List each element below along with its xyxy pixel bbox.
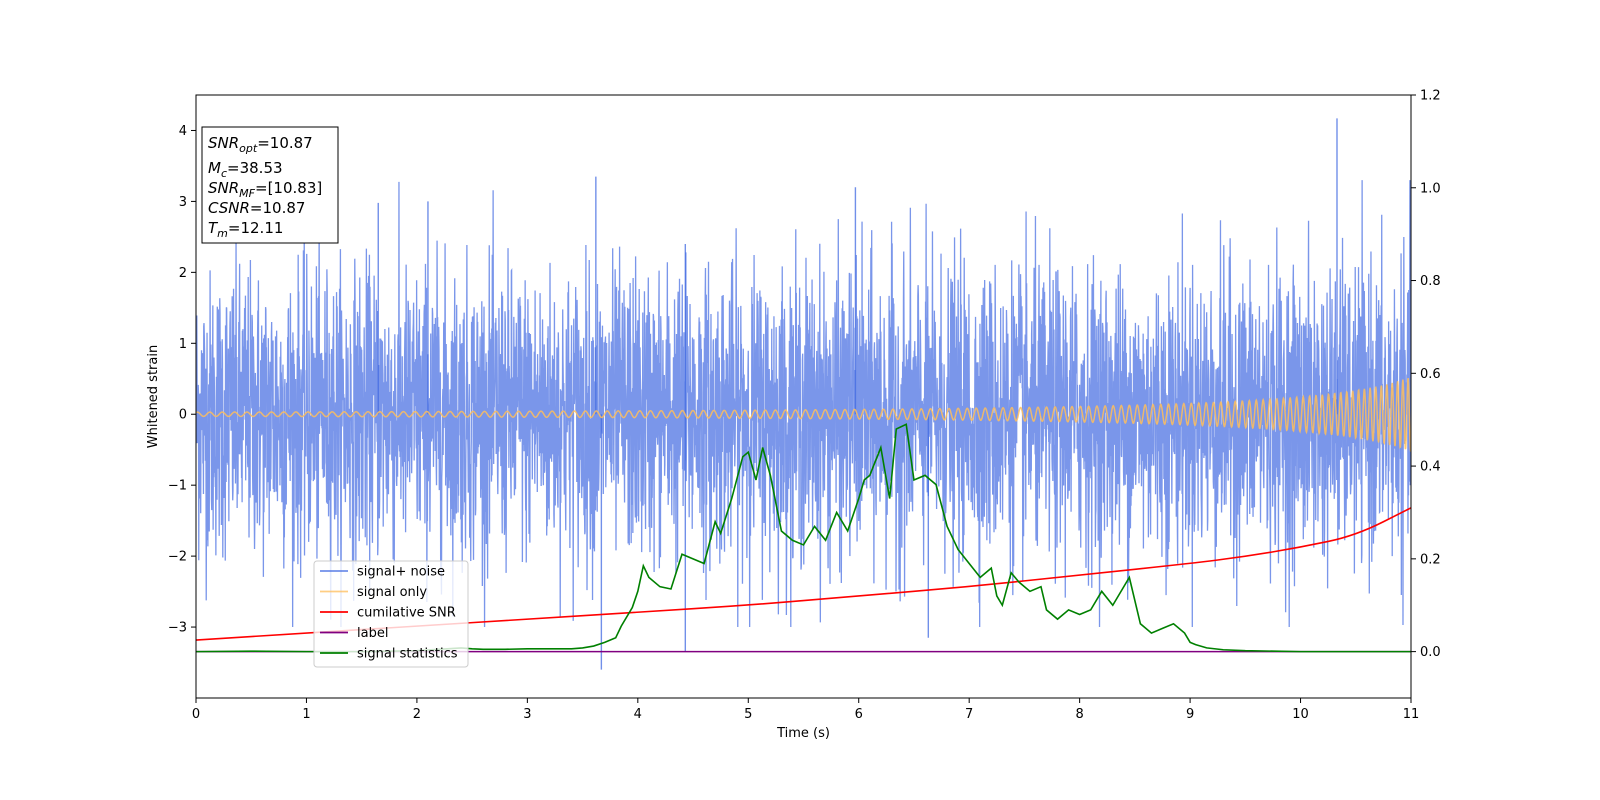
x-tick-label: 6	[855, 707, 863, 722]
y-tick-label: −3	[168, 621, 187, 636]
legend-label-label: label	[357, 626, 388, 641]
annotation-line: Tm=12.11	[208, 219, 283, 240]
legend-label-signal-statistics: signal statistics	[357, 647, 458, 662]
annotation-line: Mc=38.53	[208, 159, 283, 180]
x-axis-label: Time (s)	[776, 726, 830, 741]
legend-frame	[313, 560, 469, 668]
annotation-line: SNRopt=10.87	[208, 134, 313, 155]
y2-tick-label: 1.0	[1420, 181, 1441, 196]
x-tick-label: 9	[1186, 707, 1194, 722]
signal-only-layer	[196, 377, 1411, 452]
noise-series-layer	[196, 118, 1411, 670]
annotation-box: SNRopt=10.87 Mc=38.53SNRMF=[10.83]CSNR=10…	[201, 126, 339, 244]
y2-tick-label: 1.2	[1420, 89, 1441, 104]
x-tick-label: 4	[634, 707, 642, 722]
y2-tick-label: 0.8	[1420, 274, 1441, 289]
legend: signal+ noise signal only cumilative SNR la…	[313, 560, 469, 668]
y-tick-label: 1	[179, 337, 187, 352]
y-tick-label: 3	[179, 195, 187, 210]
y-tick-label: 4	[179, 124, 187, 139]
y-tick-label: 0	[179, 408, 187, 423]
y2-tick-label: 0.6	[1420, 367, 1441, 382]
x-tick-label: 1	[302, 707, 310, 722]
series-line-signal-noise	[196, 180, 1411, 628]
y-axis-label: Whitened strain	[146, 345, 161, 448]
axes-layer: 0 1 2 3 4 5 6 7 8 9 10 11 −3 −2 −1 0 1 2 3 4 0.0 0.2 0.4 0.6 0.8…	[168, 89, 1441, 723]
series-line-signal-statistics	[196, 423, 1411, 653]
x-tick-label: 0	[192, 707, 200, 722]
y2-tick-label: 0.0	[1420, 645, 1441, 660]
y2-tick-label: 0.2	[1420, 552, 1441, 567]
series-line-signal-only	[196, 377, 1411, 452]
x-tick-label: 7	[965, 707, 973, 722]
x-tick-label: 2	[413, 707, 421, 722]
legend-label-signal-noise: signal+ noise	[357, 565, 445, 580]
annotation-frame	[201, 126, 339, 244]
x-tick-label: 8	[1075, 707, 1083, 722]
x-tick-label: 3	[523, 707, 531, 722]
y-tick-label: −2	[168, 550, 187, 565]
legend-label-cumilative-snr: cumilative SNR	[357, 606, 456, 621]
x-tick-label: 11	[1403, 707, 1420, 722]
y-tick-label: 2	[179, 266, 187, 281]
x-tick-label: 5	[744, 707, 752, 722]
plot-frame	[195, 94, 1412, 699]
annotation-line: CSNR=10.87	[208, 199, 305, 217]
x-tick-label: 10	[1292, 707, 1309, 722]
annotation-line: SNRMF=[10.83]	[208, 179, 322, 200]
y2-tick-label: 0.4	[1420, 460, 1441, 475]
legend-label-signal-only: signal only	[357, 585, 427, 600]
y-tick-label: −1	[168, 479, 187, 494]
